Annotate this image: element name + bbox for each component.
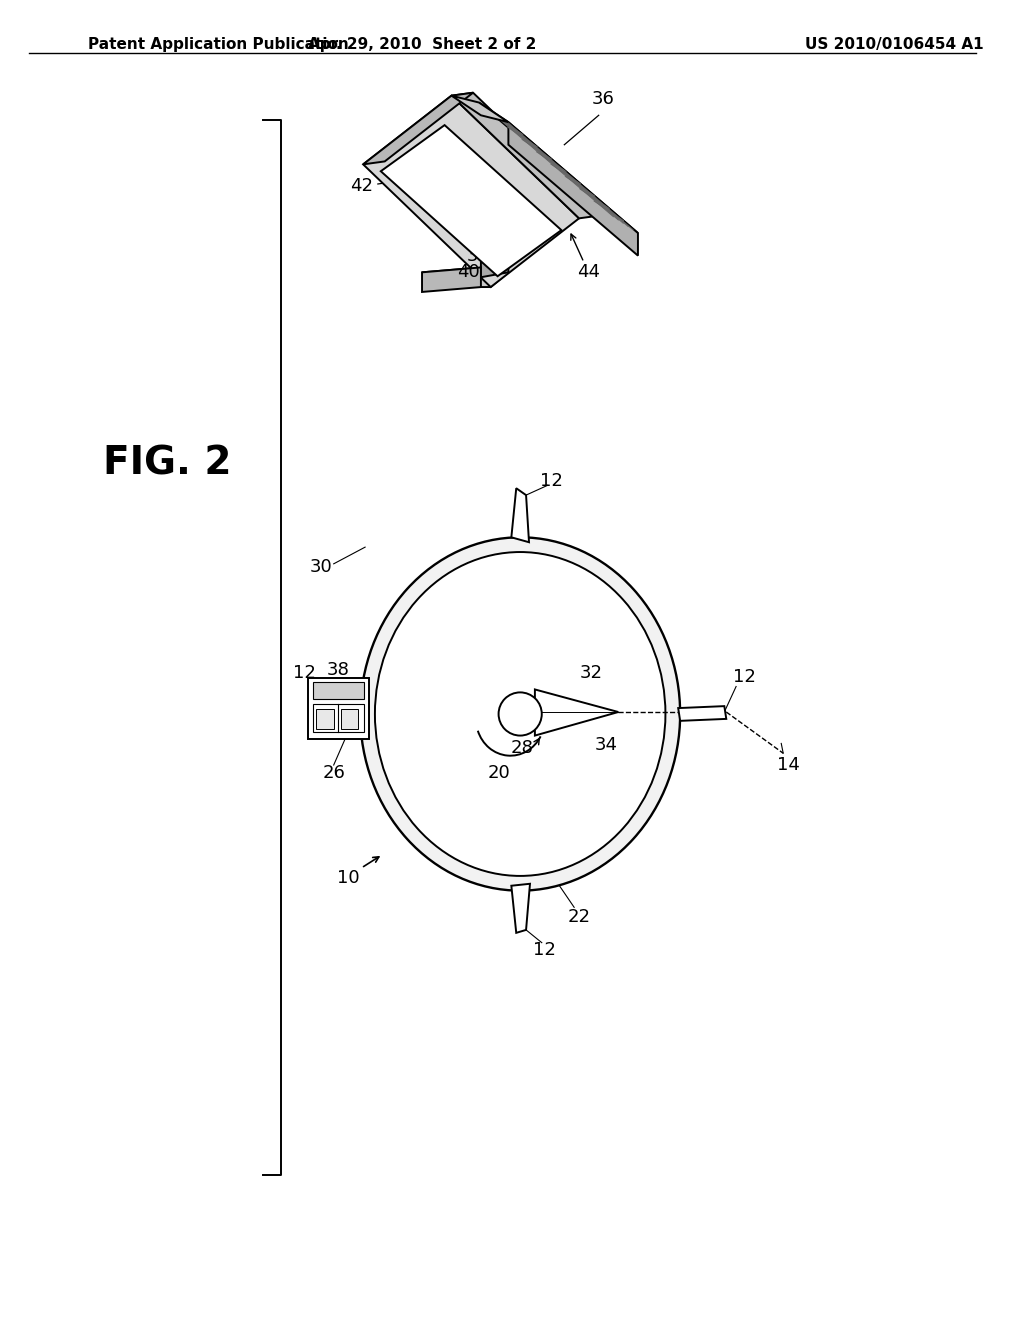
Text: 38: 38: [327, 661, 350, 678]
Text: Apr. 29, 2010  Sheet 2 of 2: Apr. 29, 2010 Sheet 2 of 2: [308, 37, 537, 51]
Text: 44: 44: [578, 263, 600, 281]
Text: 30: 30: [309, 558, 333, 576]
Bar: [341, 709, 358, 729]
Text: 22: 22: [567, 908, 591, 927]
Text: 40: 40: [457, 263, 479, 281]
Text: 12: 12: [293, 664, 315, 681]
Polygon shape: [381, 125, 561, 276]
Bar: [316, 709, 334, 729]
Polygon shape: [511, 884, 530, 933]
Text: US 2010/0106454 A1: US 2010/0106454 A1: [805, 37, 983, 51]
Polygon shape: [481, 252, 508, 277]
Text: 32: 32: [580, 664, 602, 681]
Text: 10: 10: [337, 869, 359, 887]
Polygon shape: [422, 268, 508, 286]
Ellipse shape: [360, 537, 680, 891]
Text: 42: 42: [349, 177, 373, 195]
Polygon shape: [479, 103, 638, 234]
Text: 12: 12: [534, 941, 556, 958]
Polygon shape: [452, 95, 508, 123]
Ellipse shape: [375, 552, 666, 876]
Text: 28: 28: [511, 739, 534, 758]
Polygon shape: [508, 123, 638, 256]
Circle shape: [499, 693, 542, 735]
Text: Patent Application Publication: Patent Application Publication: [88, 37, 349, 51]
Bar: [313, 681, 365, 700]
Text: 32: 32: [467, 247, 489, 264]
Text: 26: 26: [323, 764, 345, 781]
Text: 14: 14: [776, 756, 800, 774]
Polygon shape: [452, 92, 601, 218]
Polygon shape: [364, 95, 579, 286]
Text: FIG. 2: FIG. 2: [102, 445, 231, 483]
Text: 20: 20: [487, 764, 510, 781]
Polygon shape: [511, 488, 529, 543]
Text: 36: 36: [592, 90, 615, 108]
Bar: [308, 677, 369, 738]
Text: 34: 34: [595, 737, 618, 755]
Bar: [313, 704, 365, 731]
Polygon shape: [364, 92, 473, 165]
Text: 12: 12: [732, 668, 756, 685]
Text: 12: 12: [540, 473, 563, 490]
Polygon shape: [678, 706, 726, 721]
Polygon shape: [318, 708, 362, 721]
Polygon shape: [422, 268, 481, 292]
